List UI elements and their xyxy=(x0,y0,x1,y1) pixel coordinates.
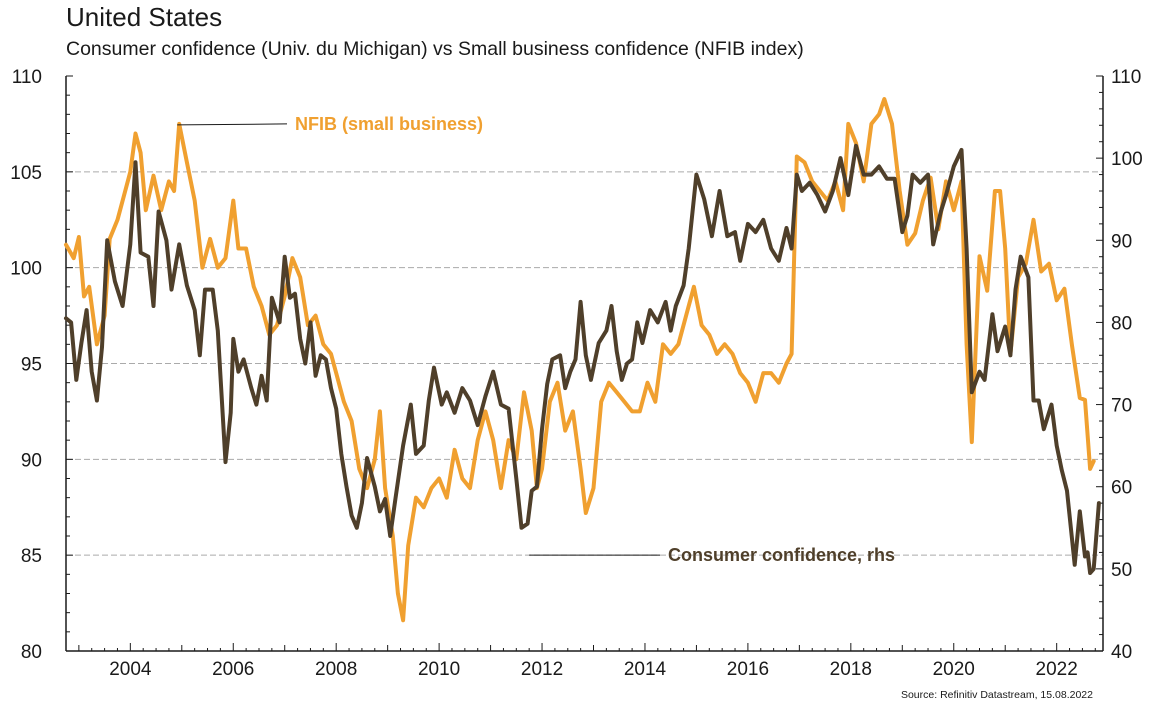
source-note: Source: Refinitiv Datastream, 15.08.2022 xyxy=(900,689,1093,701)
nfib-leader-line xyxy=(177,123,288,126)
x-tick-label: 2018 xyxy=(830,659,872,680)
y-left-tick-label: 100 xyxy=(10,259,42,280)
x-tick-label: 2022 xyxy=(1036,659,1078,680)
x-tick-label: 2014 xyxy=(624,659,667,680)
y-right-tick-label: 80 xyxy=(1111,313,1132,334)
y-right-tick-label: 40 xyxy=(1111,642,1132,663)
chart-subtitle: Consumer confidence (Univ. du Michigan) … xyxy=(66,38,804,60)
y-left-tick-label: 105 xyxy=(10,163,42,184)
y-right-tick-label: 70 xyxy=(1111,396,1132,417)
x-tick-label: 2008 xyxy=(315,659,357,680)
x-tick-label: 2012 xyxy=(521,659,563,680)
x-tick-label: 2010 xyxy=(418,659,460,680)
consumer-series-label: Consumer confidence, rhs xyxy=(668,545,895,565)
chart-title: United States xyxy=(66,2,223,32)
y-left-tick-label: 95 xyxy=(21,355,42,376)
annotations: NFIB (small business) Consumer confidence… xyxy=(177,114,895,565)
y-right-tick-label: 60 xyxy=(1111,478,1132,499)
x-tick-label: 2006 xyxy=(212,659,254,680)
nfib-series-label: NFIB (small business) xyxy=(295,114,483,134)
axes: 80 85 90 95 100 105 110 40 50 60 70 80 90 100 110 2004 2… xyxy=(10,67,1142,680)
x-tick-label: 2020 xyxy=(933,659,975,680)
x-tick-label: 2004 xyxy=(109,659,152,680)
y-left-tick-label: 85 xyxy=(21,546,42,567)
y-right-tick-label: 100 xyxy=(1111,149,1143,170)
series-lines xyxy=(64,97,1101,623)
y-right-tick-label: 90 xyxy=(1111,231,1132,252)
y-right-tick-label: 110 xyxy=(1111,67,1141,88)
nfib-series-line xyxy=(64,97,1096,623)
y-left-tick-label: 90 xyxy=(21,450,42,471)
y-left-tick-label: 80 xyxy=(21,642,42,663)
consumer-confidence-series-line xyxy=(64,143,1101,575)
x-tick-label: 2016 xyxy=(727,659,769,680)
y-right-tick-label: 50 xyxy=(1111,560,1132,581)
y-left-tick-label: 110 xyxy=(12,67,42,88)
